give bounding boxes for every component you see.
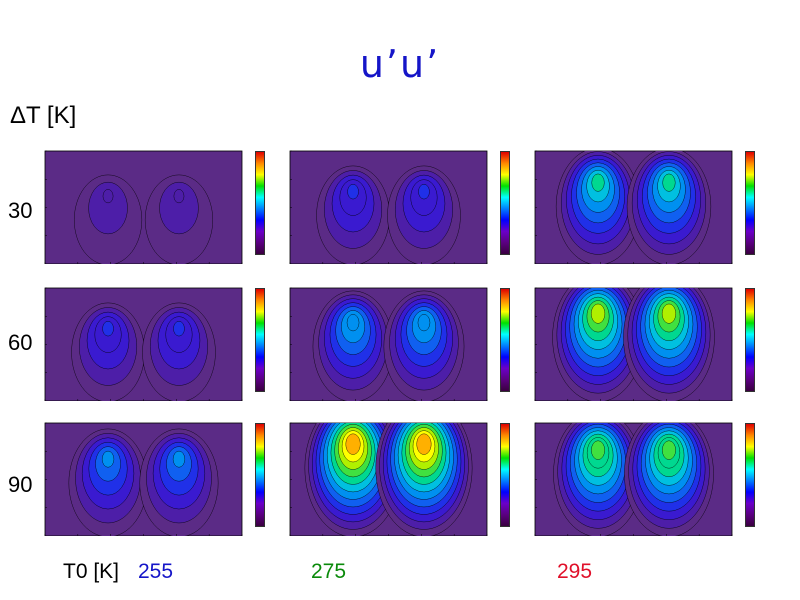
row-label-90: 90 — [8, 472, 33, 497]
contour-panel-dt30-t295 — [530, 148, 735, 264]
contour-level — [662, 173, 676, 192]
t0-value-275: 275 — [311, 560, 347, 583]
contour-level — [662, 440, 676, 460]
contour-panel-dt90-t255 — [40, 420, 245, 536]
contour-level — [416, 433, 432, 455]
colorbar — [745, 151, 755, 255]
contour-level — [159, 181, 199, 235]
colorbar — [745, 288, 755, 392]
contour-level — [345, 433, 361, 455]
contour-plot — [44, 287, 243, 401]
panel-background — [44, 150, 243, 264]
contour-level — [417, 314, 431, 332]
contour-panel-dt60-t295 — [530, 285, 735, 401]
row-label-60: 60 — [8, 330, 33, 355]
contour-level — [347, 184, 359, 200]
contour-level — [102, 321, 114, 337]
delta-t-axis-label: ΔT [K] — [10, 102, 77, 129]
contour-panel-dt90-t275 — [285, 420, 490, 536]
contour-level — [88, 181, 128, 235]
contour-level — [101, 450, 115, 468]
contour-plot — [289, 150, 488, 264]
contour-plot — [44, 150, 243, 264]
contour-plot — [289, 287, 488, 401]
contour-panel-dt60-t255 — [40, 285, 245, 401]
contour-panel-dt90-t295 — [530, 420, 735, 536]
contour-level — [173, 321, 185, 337]
contour-level — [591, 173, 605, 192]
contour-panel-dt60-t275 — [285, 285, 490, 401]
colorbar — [500, 288, 510, 392]
colorbar — [500, 423, 510, 527]
contour-plot — [44, 422, 243, 536]
t0-value-295: 295 — [557, 560, 593, 583]
contour-panel-dt30-t255 — [40, 148, 245, 264]
figure-title: u’u’ — [359, 42, 441, 86]
row-label-30: 30 — [8, 198, 33, 223]
contour-plot — [534, 422, 733, 536]
contour-level — [661, 303, 676, 324]
t0-value-255: 255 — [138, 560, 174, 583]
colorbar — [500, 151, 510, 255]
contour-level — [102, 189, 114, 204]
t0-axis-label: T0 [K] — [63, 560, 120, 583]
contour-level — [418, 184, 430, 200]
contour-plot — [534, 150, 733, 264]
contour-plot — [289, 422, 488, 536]
colorbar — [255, 151, 265, 255]
colorbar — [745, 423, 755, 527]
contour-level — [591, 303, 606, 324]
contour-level — [172, 450, 186, 468]
colorbar — [255, 423, 265, 527]
contour-level — [173, 189, 185, 204]
contour-level — [346, 314, 360, 332]
contour-panel-dt30-t275 — [285, 148, 490, 264]
contour-level — [591, 440, 605, 460]
contour-plot — [534, 287, 733, 401]
colorbar — [255, 288, 265, 392]
